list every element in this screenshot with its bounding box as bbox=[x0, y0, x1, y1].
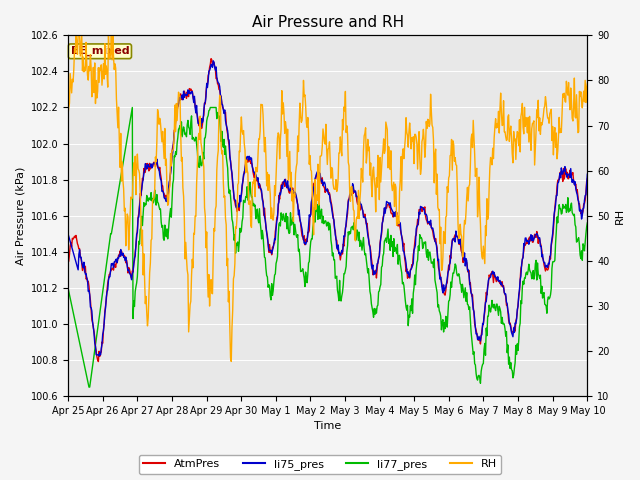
li75_pres bbox=[95, 353, 103, 359]
RH bbox=[584, 80, 591, 86]
AtmPres bbox=[180, 88, 188, 94]
Line: li75_pres: li75_pres bbox=[68, 61, 588, 356]
AtmPres bbox=[74, 240, 81, 246]
li77_pres bbox=[128, 109, 136, 115]
RH bbox=[72, 33, 80, 38]
RH bbox=[180, 215, 188, 220]
li75_pres bbox=[209, 58, 217, 64]
RH bbox=[208, 290, 216, 296]
li75_pres bbox=[128, 277, 136, 283]
RH bbox=[64, 112, 72, 118]
X-axis label: Time: Time bbox=[314, 421, 341, 432]
li77_pres bbox=[209, 105, 216, 110]
li77_pres bbox=[407, 308, 415, 313]
li75_pres bbox=[407, 266, 415, 272]
AtmPres bbox=[128, 276, 136, 281]
li77_pres bbox=[85, 384, 93, 390]
li75_pres bbox=[208, 61, 216, 67]
Y-axis label: Air Pressure (kPa): Air Pressure (kPa) bbox=[15, 167, 25, 265]
AtmPres bbox=[407, 266, 415, 272]
li75_pres bbox=[74, 264, 81, 270]
li75_pres bbox=[180, 95, 188, 100]
li75_pres bbox=[64, 231, 72, 237]
li77_pres bbox=[392, 248, 400, 253]
RH bbox=[227, 359, 235, 364]
Legend: AtmPres, li75_pres, li77_pres, RH: AtmPres, li75_pres, li77_pres, RH bbox=[139, 455, 501, 474]
Text: EE_mixed: EE_mixed bbox=[70, 46, 129, 57]
AtmPres bbox=[64, 260, 72, 265]
AtmPres bbox=[95, 359, 102, 364]
Line: li77_pres: li77_pres bbox=[68, 108, 588, 387]
AtmPres bbox=[584, 176, 591, 181]
Title: Air Pressure and RH: Air Pressure and RH bbox=[252, 15, 404, 30]
AtmPres bbox=[392, 214, 400, 219]
RH bbox=[392, 185, 400, 191]
AtmPres bbox=[207, 56, 215, 61]
Y-axis label: RH: RH bbox=[615, 208, 625, 224]
li77_pres bbox=[74, 329, 81, 335]
li77_pres bbox=[64, 285, 72, 291]
li77_pres bbox=[181, 132, 189, 137]
RH bbox=[128, 196, 136, 202]
RH bbox=[74, 33, 82, 38]
RH bbox=[407, 146, 415, 152]
li77_pres bbox=[584, 220, 591, 226]
Line: AtmPres: AtmPres bbox=[68, 59, 588, 361]
li75_pres bbox=[392, 209, 400, 215]
li77_pres bbox=[129, 105, 136, 110]
li75_pres bbox=[584, 171, 591, 177]
AtmPres bbox=[209, 61, 216, 67]
Line: RH: RH bbox=[68, 36, 588, 361]
